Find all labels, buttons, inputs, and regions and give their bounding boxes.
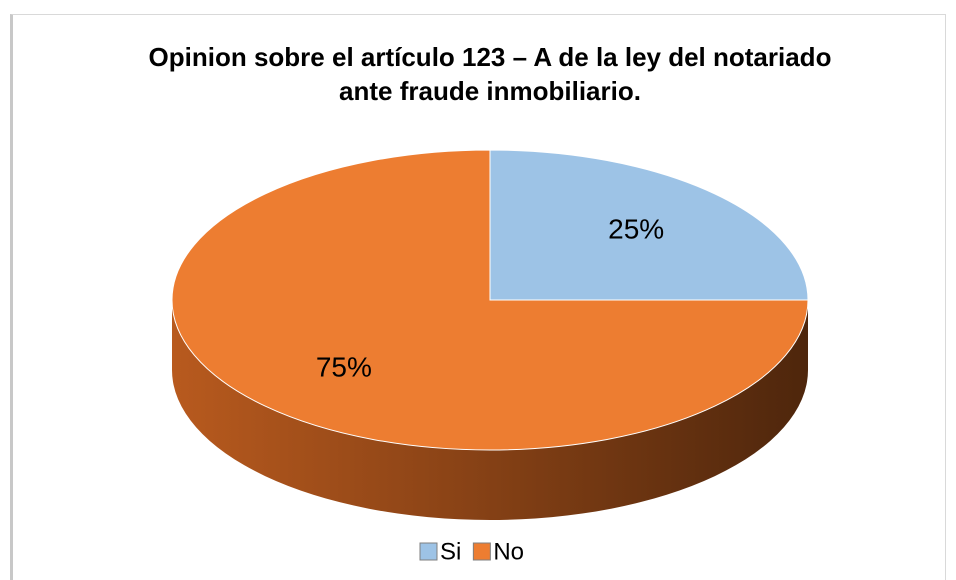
data-label: 75% <box>316 351 372 382</box>
legend-label: No <box>493 538 524 565</box>
slice <box>171 149 809 451</box>
legend-label: Si <box>440 538 461 565</box>
legend-swatch <box>419 542 438 561</box>
chart-frame <box>10 14 946 580</box>
slice <box>489 149 809 301</box>
slice-side <box>172 300 808 520</box>
data-label: 25% <box>608 213 664 244</box>
chart-title: Opinion sobre el artículo 123 – A de la … <box>148 42 832 106</box>
legend-swatch <box>472 542 491 561</box>
